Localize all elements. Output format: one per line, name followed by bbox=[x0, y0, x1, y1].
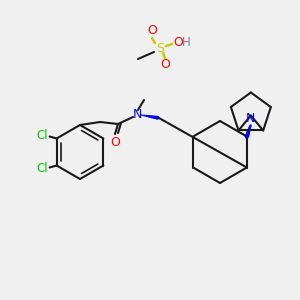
Text: O: O bbox=[160, 58, 170, 70]
Text: Cl: Cl bbox=[37, 129, 48, 142]
Text: O: O bbox=[110, 136, 120, 148]
Text: O: O bbox=[173, 37, 183, 50]
Text: Cl: Cl bbox=[37, 162, 48, 175]
Text: N: N bbox=[246, 112, 256, 125]
Text: H: H bbox=[182, 37, 190, 50]
Text: N: N bbox=[132, 107, 142, 121]
Text: O: O bbox=[147, 25, 157, 38]
Text: S: S bbox=[156, 41, 164, 55]
